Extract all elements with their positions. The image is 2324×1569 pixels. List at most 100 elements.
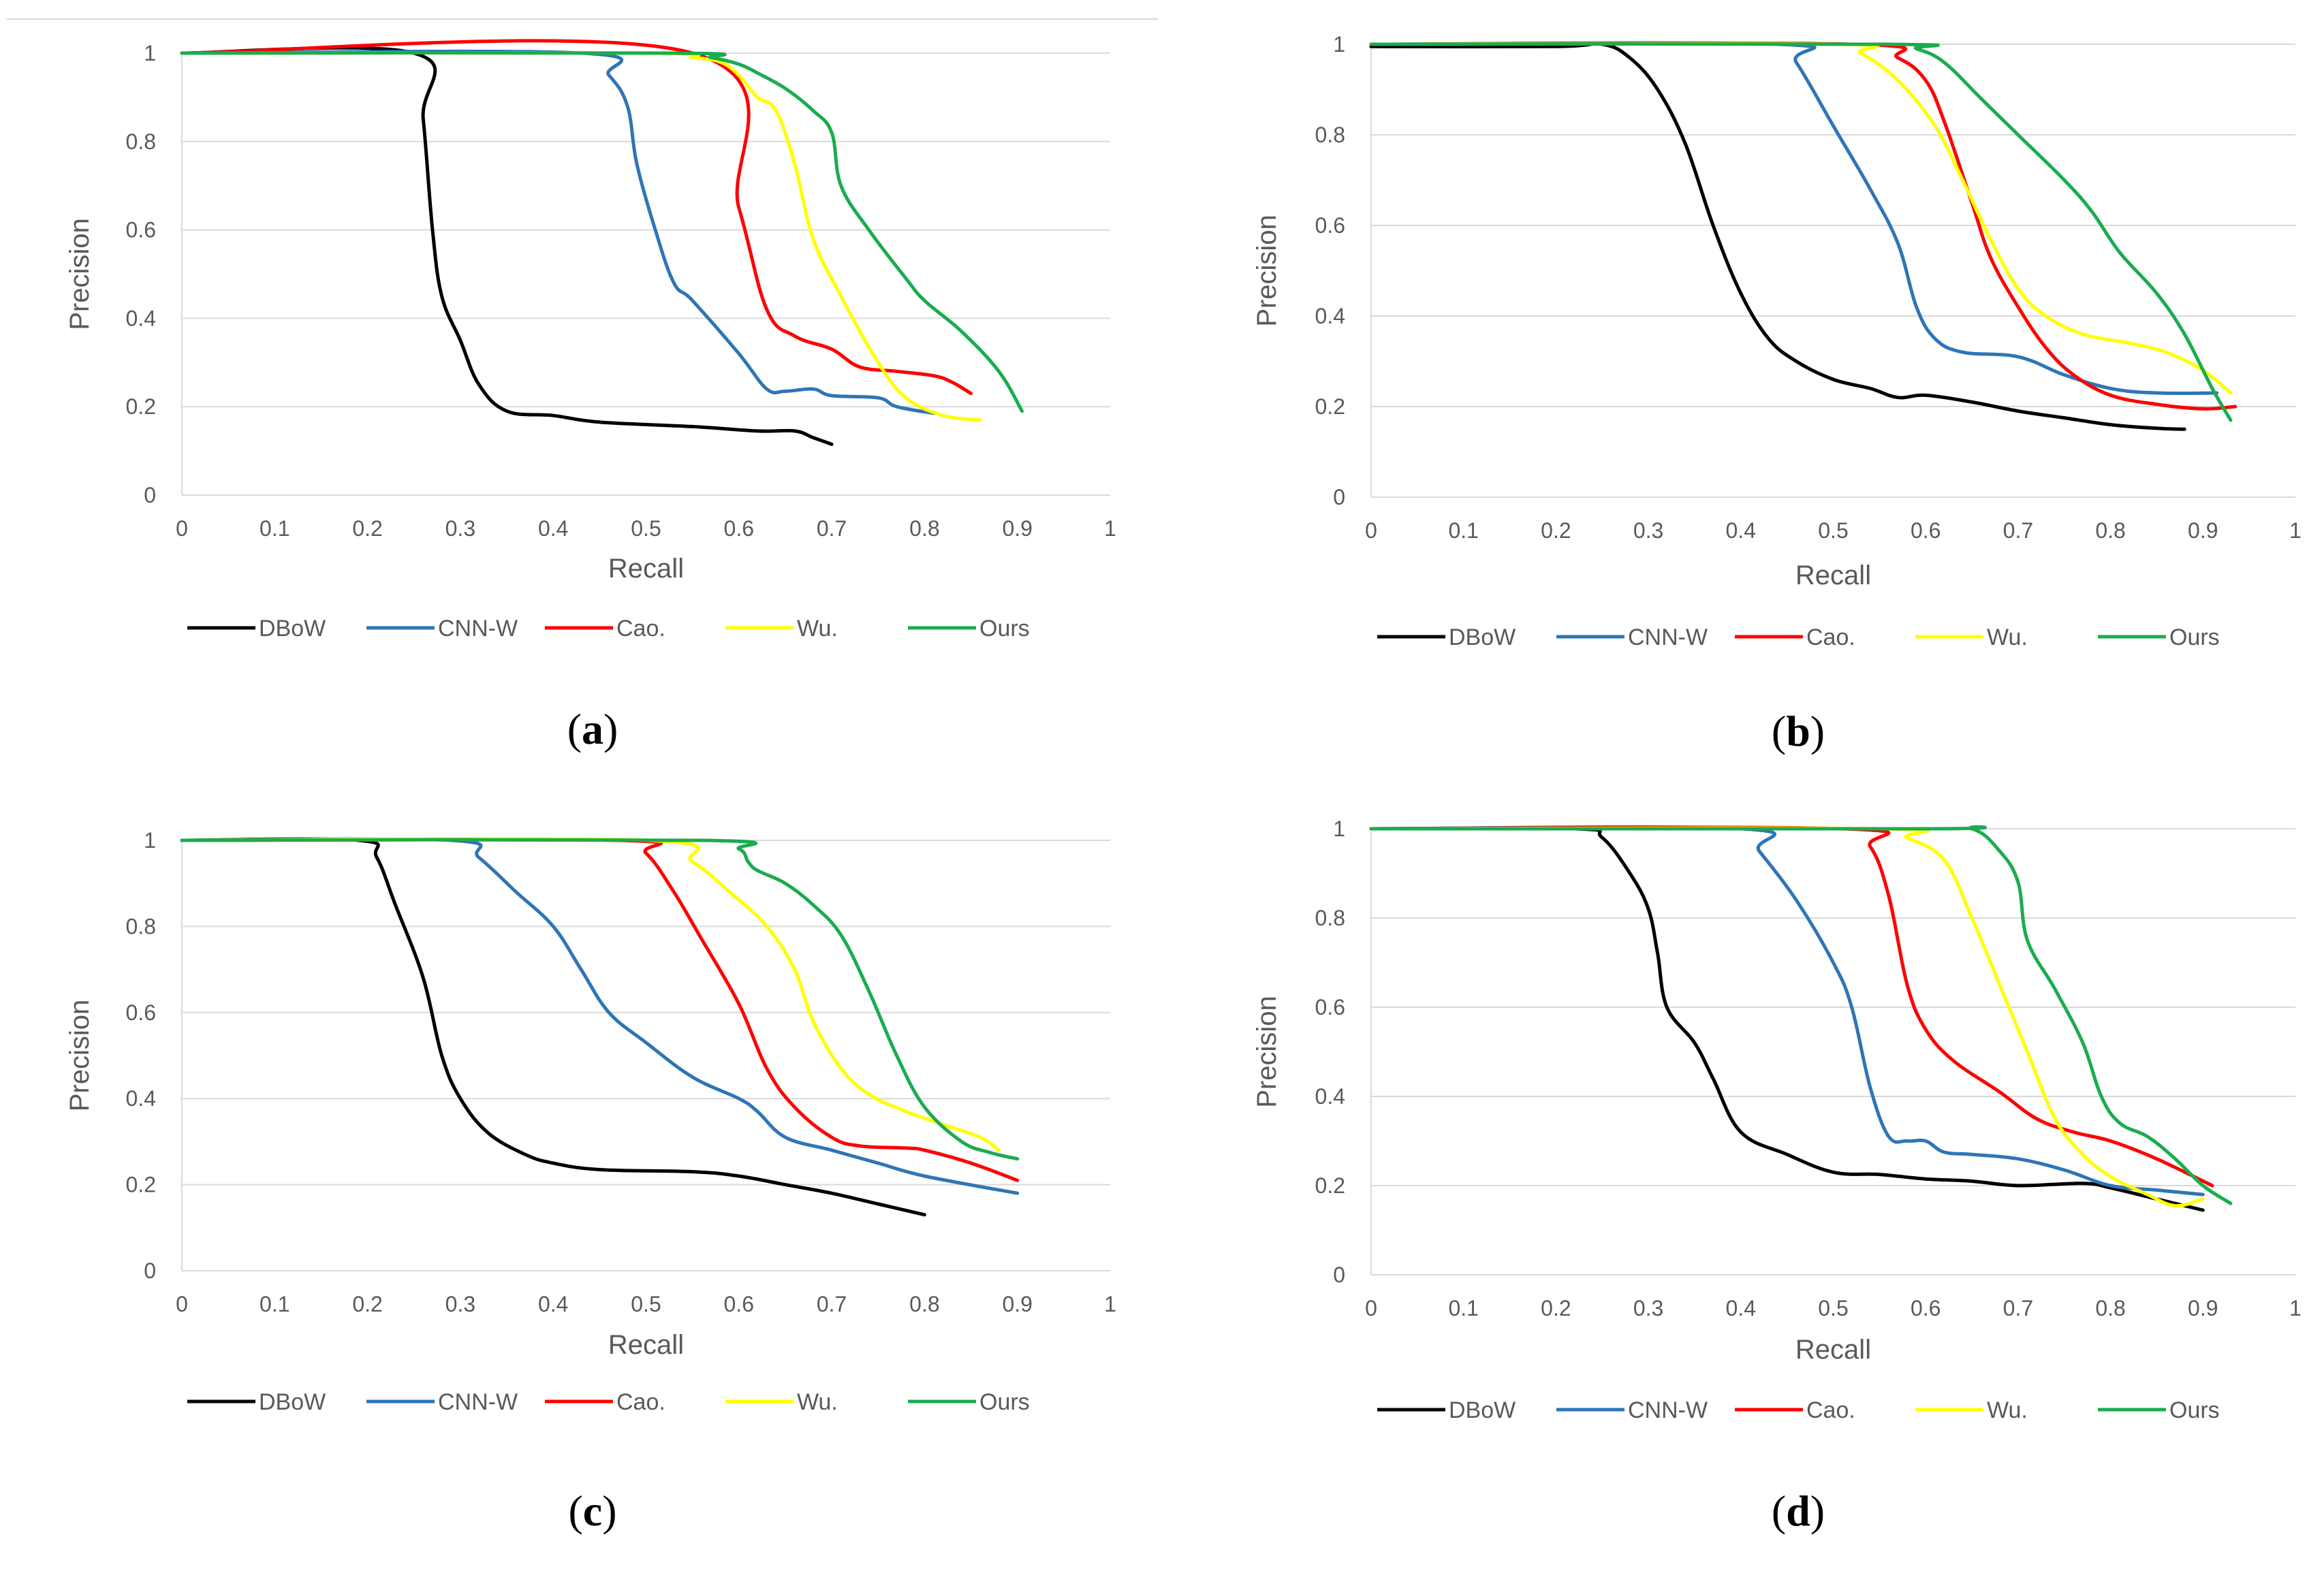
legend-label: CNN-W	[1628, 1397, 1708, 1423]
chart-panel-b: 0 0.2 0.4 0.6 0.8 1 0 0.1 0.2 0.3 0.4 0.5 0.6 0.7 0.8 0…	[1252, 32, 2302, 755]
x-tick-label: 0.5	[631, 516, 661, 541]
x-tick-label: 0.4	[538, 1292, 568, 1316]
y-tick-label: 0.6	[126, 1000, 156, 1025]
y-tick-label: 1	[1333, 32, 1345, 57]
legend-item-cnn-w: CNN-W	[366, 1389, 518, 1415]
legend-item-ours: Ours	[2098, 1397, 2220, 1423]
legend-item-cao: Cao.	[545, 616, 665, 641]
x-tick-label: 0	[176, 516, 188, 541]
legend-item-cnn-w: CNN-W	[1556, 624, 1708, 650]
legend-label: Wu.	[797, 616, 838, 641]
x-tick-label: 0.2	[1541, 518, 1571, 543]
series-line-wu	[180, 836, 1001, 1152]
x-tick-label: 0.5	[631, 1292, 661, 1316]
series-line-ours	[1369, 42, 2233, 422]
x-tick-label: 0.3	[1633, 1296, 1663, 1320]
legend-item-cao: Cao.	[1735, 624, 1855, 650]
series-line-cnn-w	[180, 837, 1020, 1195]
y-tick-label: 0.2	[126, 1173, 156, 1197]
x-tick-label: 0.3	[1633, 518, 1663, 543]
x-tick-label: 0.7	[2003, 518, 2033, 543]
x-tick-label: 0.8	[909, 516, 939, 541]
y-tick-label: 0.8	[126, 129, 156, 154]
y-tick-label: 0	[1333, 485, 1345, 509]
series-line-ours	[180, 838, 1020, 1161]
x-tick-label: 0.9	[1002, 1292, 1032, 1316]
legend-item-dbow: DBoW	[1377, 1397, 1516, 1423]
legend-item-dbow: DBoW	[187, 616, 326, 641]
legend-item-cao: Cao.	[545, 1389, 665, 1415]
x-tick-label: 0.6	[724, 516, 754, 541]
y-tick-label: 0.8	[1315, 906, 1345, 930]
x-tick-label: 0.6	[1911, 1296, 1941, 1320]
y-tick-label: 1	[144, 41, 156, 65]
legend-item-dbow: DBoW	[1377, 624, 1516, 650]
y-tick-label: 0	[144, 483, 156, 507]
y-tick-label: 1	[1333, 817, 1345, 841]
series-line-cao	[1369, 825, 2214, 1188]
legend-item-wu: Wu.	[725, 1389, 838, 1415]
y-tick-label: 0.4	[1315, 1084, 1345, 1109]
x-tick-label: 0	[1365, 518, 1377, 543]
x-tick-label: 0.6	[1911, 518, 1941, 543]
y-tick-label: 0.8	[126, 914, 156, 938]
chart-panel-c: 0 0.2 0.4 0.6 0.8 1 0 0.1 0.2 0.3 0.4 0.5 0.6 0.7 0.8 0…	[65, 828, 1116, 1535]
y-tick-label: 1	[144, 828, 156, 853]
x-tick-label: 1	[2289, 518, 2302, 543]
x-axis-title: Recall	[1795, 560, 1871, 590]
legend-label: Cao.	[1806, 624, 1855, 650]
series-line-cao	[180, 837, 1020, 1182]
chart-panel-d: 0 0.2 0.4 0.6 0.8 1 0 0.1 0.2 0.3 0.4 0.5 0.6 0.7 0.8 0…	[1252, 817, 2302, 1535]
series-line-ours	[1369, 825, 2233, 1205]
x-tick-label: 0.1	[260, 1292, 289, 1316]
x-tick-label: 1	[2289, 1296, 2302, 1320]
y-axis-title: Precision	[65, 218, 95, 330]
legend-item-wu: Wu.	[725, 616, 838, 641]
y-tick-label: 0	[1333, 1263, 1345, 1287]
series-line-dbow	[1369, 42, 2186, 431]
x-tick-label: 0.2	[352, 516, 382, 541]
y-tick-label: 0.2	[1315, 394, 1345, 419]
legend-item-wu: Wu.	[1915, 624, 2028, 650]
y-tick-label: 0.6	[1315, 213, 1345, 238]
x-tick-label: 0.9	[1002, 516, 1032, 541]
series-line-cao	[180, 39, 973, 396]
x-tick-label: 0.1	[1448, 518, 1478, 543]
legend-label: CNN-W	[438, 616, 518, 641]
series-line-cnn-w	[1369, 825, 2205, 1196]
x-tick-label: 0.1	[260, 516, 289, 541]
chart-panel-a: 0 0.2 0.4 0.6 0.8 1 0 0.1 0.2 0.3 0.4 0.5 0.6 0.7 0.8 0…	[7, 18, 1158, 753]
x-tick-label: 0.3	[445, 1292, 475, 1316]
legend-label: CNN-W	[1628, 624, 1708, 650]
panel-caption: (d)	[1772, 1487, 1825, 1535]
x-tick-label: 0.7	[817, 516, 847, 541]
series-line-ours	[180, 50, 1024, 413]
legend-label: Ours	[2169, 624, 2220, 650]
y-tick-label: 0.4	[1315, 304, 1345, 328]
y-tick-label: 0.4	[126, 306, 156, 330]
x-tick-label: 0.7	[2003, 1296, 2033, 1320]
legend-label: DBoW	[1449, 1397, 1516, 1423]
x-tick-label: 0.3	[445, 516, 475, 541]
legend-item-cnn-w: CNN-W	[1556, 1397, 1708, 1423]
legend-label: Wu.	[797, 1389, 838, 1415]
x-tick-label: 0.1	[1448, 1296, 1478, 1320]
x-axis-title: Recall	[1795, 1335, 1871, 1365]
x-tick-label: 0.4	[1726, 518, 1756, 543]
x-tick-label: 0.2	[1541, 1296, 1571, 1320]
x-tick-label: 0.8	[909, 1292, 939, 1316]
legend-label: DBoW	[259, 1389, 326, 1415]
legend-label: DBoW	[259, 616, 326, 641]
legend-item-dbow: DBoW	[187, 1389, 326, 1415]
legend-label: DBoW	[1449, 624, 1516, 650]
y-tick-label: 0.6	[1315, 995, 1345, 1019]
x-tick-label: 0	[176, 1292, 188, 1316]
y-tick-label: 0.4	[126, 1086, 156, 1111]
x-tick-label: 0.8	[2095, 518, 2125, 543]
x-tick-label: 0.8	[2095, 1296, 2125, 1320]
legend-label: Cao.	[616, 1389, 665, 1415]
x-tick-label: 0.6	[724, 1292, 754, 1316]
series-line-wu	[1369, 42, 2233, 395]
y-axis-title: Precision	[65, 1000, 95, 1112]
